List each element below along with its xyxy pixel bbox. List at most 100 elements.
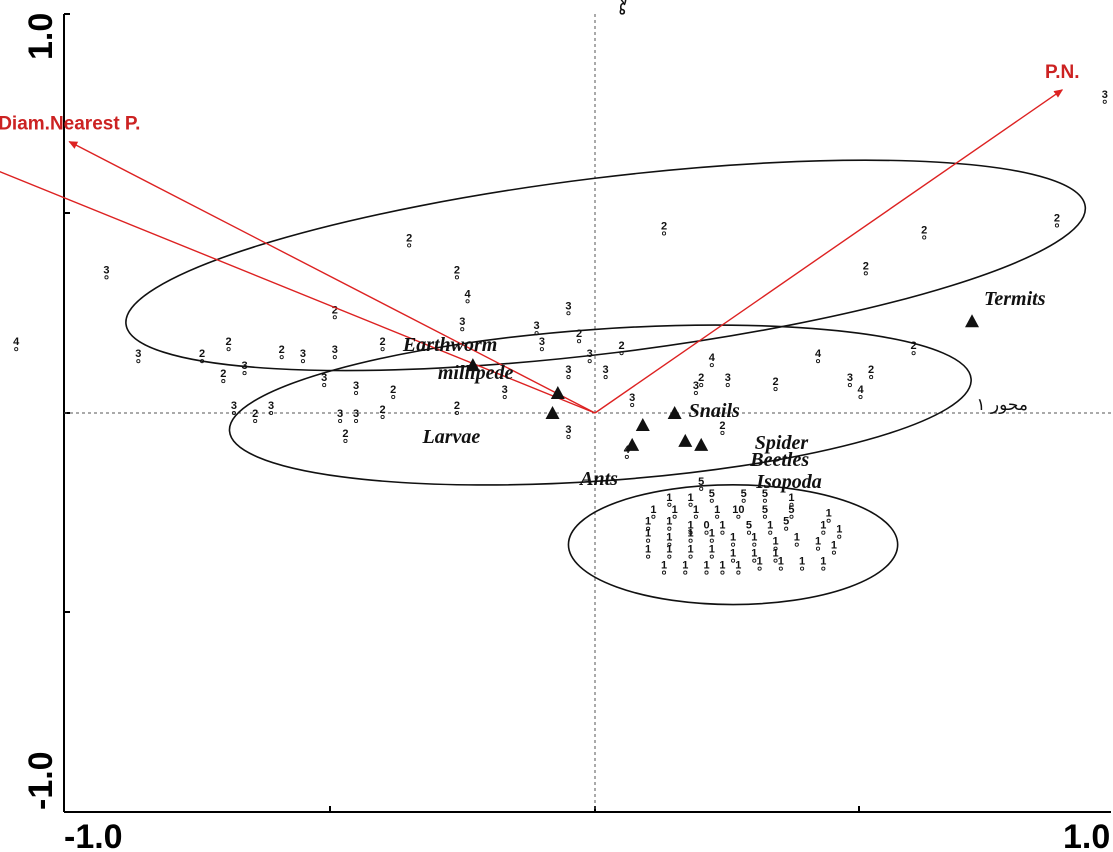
site-marker xyxy=(699,383,704,388)
species-marker xyxy=(625,437,640,451)
site-label: 1 xyxy=(767,520,773,532)
site-marker xyxy=(391,394,396,400)
site-label: 4 xyxy=(464,288,471,300)
species-marker xyxy=(678,433,693,447)
site-label: 3 xyxy=(353,380,359,392)
site-label: 2 xyxy=(576,328,582,340)
site-label: 2 xyxy=(698,372,704,384)
site-label: 1 xyxy=(751,548,757,560)
site-label: 1 xyxy=(730,532,736,544)
site-label: 3 xyxy=(459,316,465,328)
species-marker xyxy=(465,358,480,372)
site-label: 3 xyxy=(693,380,699,392)
species-label: Isopoda xyxy=(755,471,822,493)
site-marker xyxy=(502,394,507,400)
site-marker xyxy=(332,315,337,320)
site-marker xyxy=(863,271,868,276)
site-label: 3 xyxy=(534,320,540,332)
site-label: 2 xyxy=(380,404,386,416)
site-label: 3 xyxy=(539,336,545,348)
site-label: 1 xyxy=(820,556,826,568)
site-marker xyxy=(741,498,746,503)
site-label: 1 xyxy=(682,560,688,572)
vector-label: Diam.Nearest P. xyxy=(0,114,140,135)
site-label: 4 xyxy=(815,348,822,360)
site-label: 3 xyxy=(241,360,247,372)
site-marker xyxy=(720,530,725,535)
site-label: 3 xyxy=(103,264,109,276)
site-label: 1 xyxy=(820,520,826,532)
site-label: 2 xyxy=(868,364,874,376)
species-label: Termits xyxy=(984,288,1046,310)
site-marker xyxy=(1102,99,1107,104)
site-marker xyxy=(1054,223,1060,228)
x-axis-title: محور ۱ xyxy=(976,395,1028,415)
site-marker xyxy=(762,498,767,503)
site-marker xyxy=(454,410,459,416)
site-label: 1 xyxy=(772,548,778,560)
site-marker xyxy=(688,502,693,507)
site-label: 1 xyxy=(688,520,694,532)
site-label: 2 xyxy=(911,340,917,352)
site-label: 3 xyxy=(1102,89,1108,101)
site-label: 2 xyxy=(279,344,285,356)
site-marker xyxy=(752,542,757,547)
species-marker xyxy=(667,406,682,419)
site-marker xyxy=(693,391,698,396)
site-label: 2 xyxy=(719,420,725,432)
site-label: 1 xyxy=(666,516,672,528)
group-ellipse xyxy=(228,324,972,486)
site-marker xyxy=(672,514,677,519)
site-label: 1 xyxy=(730,548,736,560)
site-marker xyxy=(789,502,794,507)
site-marker xyxy=(688,530,693,535)
site-marker xyxy=(683,570,688,575)
site-marker xyxy=(619,351,624,356)
site-label: 2 xyxy=(332,304,338,316)
site-label: 1 xyxy=(735,560,741,572)
site-marker xyxy=(831,550,837,555)
site-label: 2 xyxy=(199,348,205,360)
species-label: Ants xyxy=(578,468,618,490)
site-label: 1 xyxy=(688,544,694,556)
site-marker xyxy=(800,566,805,571)
site-marker xyxy=(667,502,672,507)
site-marker xyxy=(704,530,709,535)
site-marker xyxy=(651,514,656,519)
site-label: 3 xyxy=(565,300,571,312)
site-label: 4 xyxy=(709,352,716,364)
site-marker xyxy=(566,375,571,380)
site-label: 1 xyxy=(709,528,715,540)
site-label: 1 xyxy=(772,536,778,548)
site-label: 3 xyxy=(332,344,338,356)
x-tick-label-max: 1.0 xyxy=(1063,818,1110,852)
site-marker xyxy=(869,375,874,380)
site-marker xyxy=(587,359,592,364)
species-marker xyxy=(965,314,980,328)
site-label: 2 xyxy=(454,400,460,412)
site-marker xyxy=(380,414,385,420)
site-label: 2 xyxy=(220,368,226,380)
site-marker xyxy=(300,359,306,364)
species-label: Snails xyxy=(689,400,740,422)
site-marker xyxy=(200,359,205,364)
site-marker xyxy=(911,351,916,356)
site-label: 2 xyxy=(618,340,624,352)
site-marker xyxy=(837,534,842,539)
site-label: 3 xyxy=(847,372,853,384)
species-label: Beetles xyxy=(749,449,809,471)
site-label: 3 xyxy=(337,408,343,420)
site-label: 1 xyxy=(788,492,794,504)
site-marker xyxy=(757,566,762,571)
site-label: 10 xyxy=(732,504,744,516)
site-marker xyxy=(646,538,651,543)
y-axis-title: محور ۲ xyxy=(615,0,635,16)
site-label: 1 xyxy=(815,536,821,548)
site-marker xyxy=(720,570,725,575)
site-label: 3 xyxy=(231,400,237,412)
site-label: 1 xyxy=(826,508,832,520)
site-marker xyxy=(646,554,651,559)
site-label: 5 xyxy=(783,516,789,528)
site-marker xyxy=(624,454,629,459)
site-marker xyxy=(709,554,714,559)
